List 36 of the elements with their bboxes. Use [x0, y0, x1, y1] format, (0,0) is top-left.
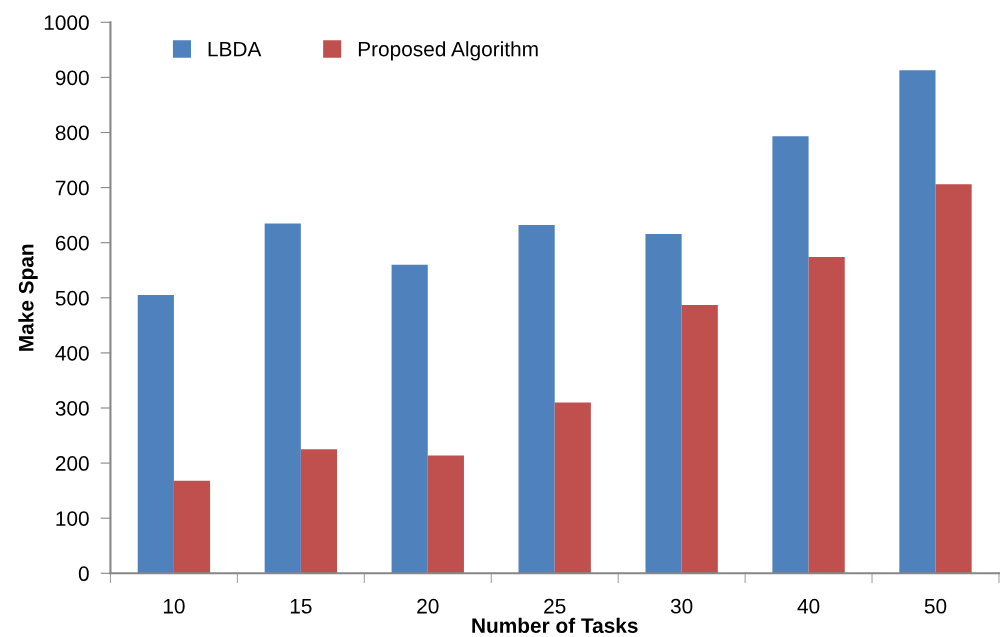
- bar: [808, 257, 845, 574]
- y-tick-label: 300: [55, 401, 89, 416]
- legend-label: Proposed Algorithm: [358, 41, 538, 61]
- y-tick-label: 900: [55, 70, 89, 86]
- bar: [391, 264, 428, 574]
- bar: [173, 480, 211, 574]
- x-tick-label: 40: [797, 598, 820, 614]
- bar: [300, 449, 338, 574]
- bar: [518, 225, 555, 574]
- bar: [427, 455, 464, 574]
- x-axis-title: Number of Tasks: [472, 617, 638, 634]
- y-tick-label: 1000: [44, 15, 89, 31]
- y-tick-label: 800: [55, 125, 89, 141]
- y-tick-label: 400: [55, 345, 89, 361]
- bar: [645, 233, 682, 574]
- bar: [264, 223, 301, 574]
- x-tick-label: 25: [544, 598, 566, 614]
- x-tick-label: 15: [290, 599, 312, 614]
- legend-label: LBDA: [208, 41, 262, 57]
- x-tick-label: 50: [924, 598, 947, 614]
- bar: [772, 136, 809, 574]
- y-axis-title: Make Span: [18, 244, 38, 351]
- bar: [935, 184, 972, 574]
- y-tick-label: 100: [56, 511, 89, 526]
- bar: [554, 402, 591, 574]
- bar: [899, 70, 936, 574]
- x-tick-label: 30: [670, 598, 693, 614]
- y-tick-label: 700: [55, 180, 89, 196]
- y-tick-label: 600: [55, 235, 89, 251]
- x-tick-label: 20: [417, 598, 439, 614]
- y-tick-label: 0: [78, 566, 89, 582]
- y-tick-label: 200: [55, 456, 89, 471]
- y-tick-label: 500: [55, 290, 89, 306]
- bar: [137, 295, 174, 574]
- bar: [681, 304, 718, 574]
- x-tick-label: 10: [163, 598, 185, 614]
